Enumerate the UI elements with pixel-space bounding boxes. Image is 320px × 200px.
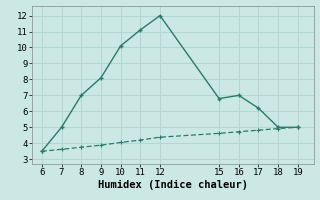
X-axis label: Humidex (Indice chaleur): Humidex (Indice chaleur) [98, 180, 248, 190]
